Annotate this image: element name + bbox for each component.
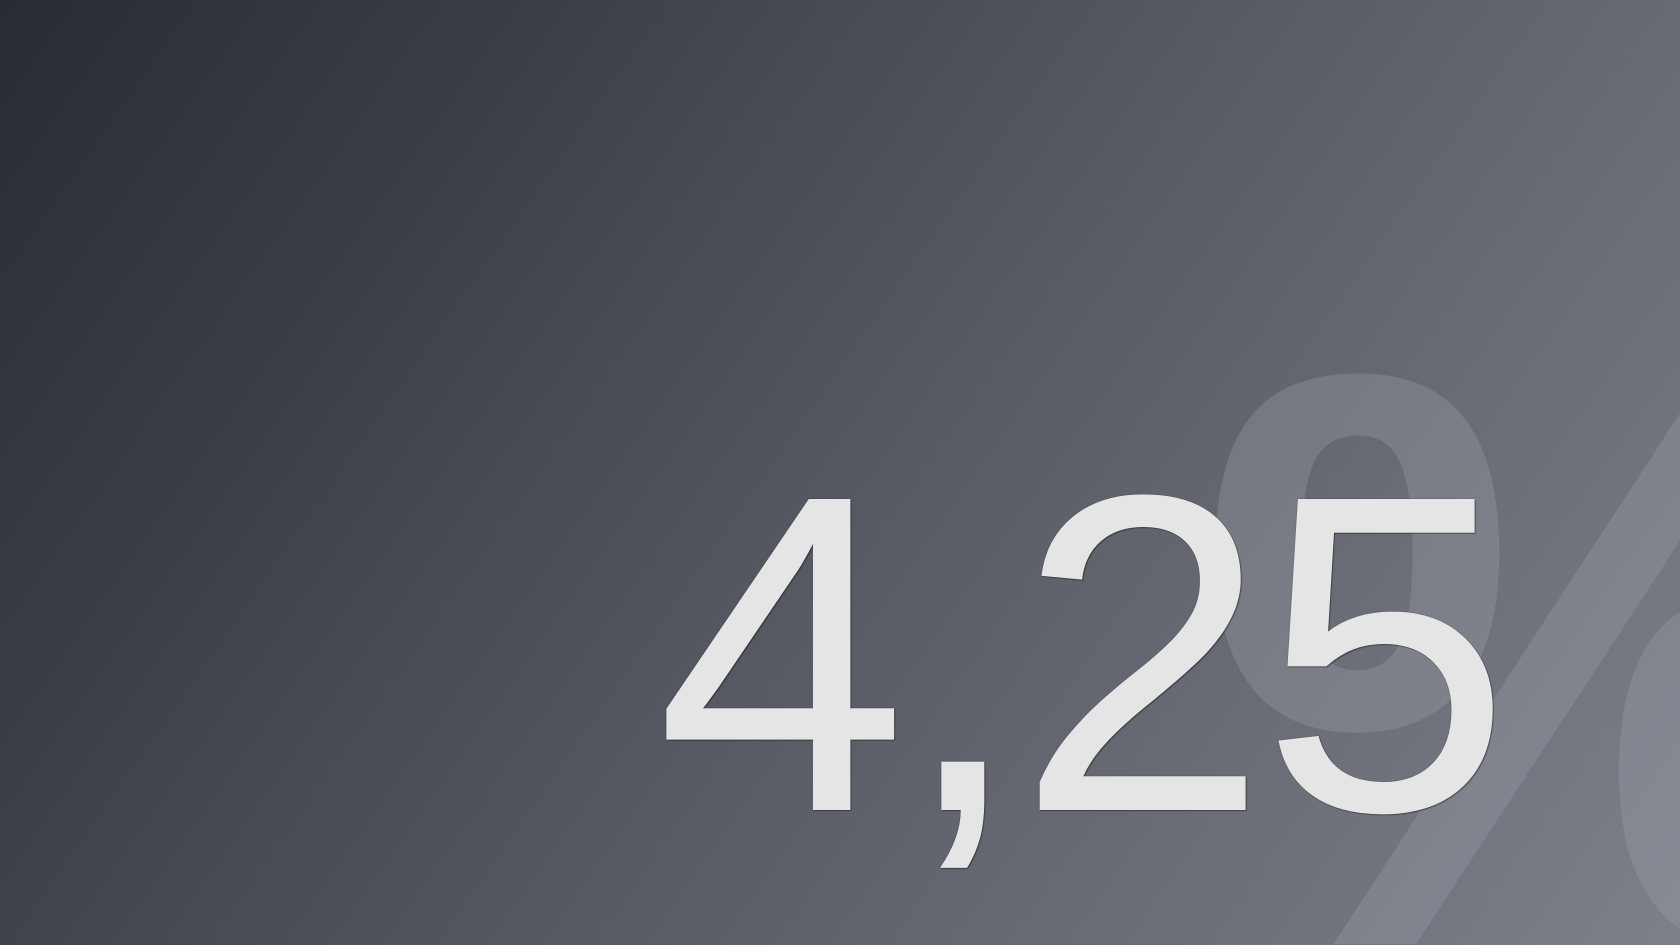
interest-rate-value: 4,25: [656, 401, 1512, 906]
percent-watermark: %: [1195, 250, 1680, 945]
